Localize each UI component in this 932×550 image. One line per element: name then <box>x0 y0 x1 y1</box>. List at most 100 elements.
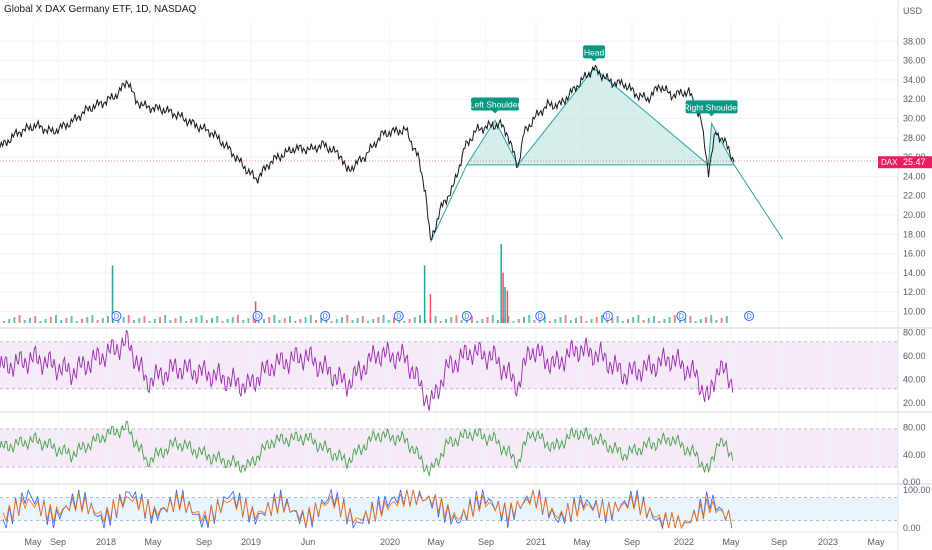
volume-spike <box>423 265 426 323</box>
y-tick-label: 30.00 <box>903 114 926 124</box>
stoch-d-line <box>2 489 733 530</box>
volume-bar <box>304 317 307 323</box>
volume-bar <box>13 317 16 323</box>
dividend-marker <box>252 311 263 321</box>
pattern-label: Head <box>584 47 605 57</box>
price-tag-bg <box>878 156 932 169</box>
x-tick-label: Sep <box>196 537 212 547</box>
volume-bar <box>642 320 645 323</box>
volume-bar <box>169 320 172 323</box>
pattern-label-pointer <box>492 110 499 114</box>
x-tick-label: May <box>867 537 885 547</box>
pattern-label-pointer <box>591 58 598 62</box>
volume-bar <box>528 315 531 323</box>
volume-bar <box>330 321 333 323</box>
dividend-marker <box>320 311 331 321</box>
volume-bar <box>632 317 635 323</box>
y-tick-label: 18.00 <box>903 229 926 239</box>
volume-bar <box>148 321 151 323</box>
volume-bar <box>382 315 385 323</box>
volume-bar <box>34 316 37 323</box>
volume-bar <box>257 321 260 323</box>
indicator-tick-label: 80.00 <box>903 423 926 433</box>
volume-bar <box>346 315 349 323</box>
x-tick-label: Sep <box>624 537 640 547</box>
volume-bar <box>86 317 89 323</box>
pattern-label: Right Shoulder <box>683 102 739 112</box>
volume-bar <box>96 320 99 323</box>
volume-bar <box>278 320 281 323</box>
x-tick-label: 2023 <box>818 537 838 547</box>
volume-spike <box>500 243 502 323</box>
volume-bar <box>133 320 135 323</box>
volume-bar <box>419 315 421 323</box>
volume-bar <box>195 317 198 323</box>
volume-bar <box>221 321 224 323</box>
volume-bar <box>653 316 655 323</box>
volume-bar <box>715 320 718 323</box>
volume-bar <box>335 319 338 323</box>
indicator-tick-label: 60.00 <box>903 351 926 361</box>
indicator-tick-label: 0.00 <box>903 477 921 487</box>
volume-bar <box>476 321 479 323</box>
x-tick-label: 2020 <box>380 537 400 547</box>
x-tick-label: May <box>573 537 591 547</box>
volume-bar <box>127 315 130 323</box>
y-tick-label: 36.00 <box>903 56 926 66</box>
volume-bar <box>226 319 229 323</box>
volume-bar <box>190 319 193 323</box>
indicator-tick-label: 40.00 <box>903 374 926 384</box>
volume-bar <box>164 315 167 323</box>
x-tick-label: 2019 <box>241 537 261 547</box>
volume-bar <box>575 318 577 323</box>
volume-bar <box>247 318 250 323</box>
volume-spike <box>506 290 509 323</box>
volume-bar <box>710 315 713 323</box>
volume-bar <box>585 321 588 323</box>
x-tick-label: May <box>722 537 740 547</box>
dividend-letter: D <box>255 314 260 321</box>
volume-bar <box>252 316 255 323</box>
volume-bar <box>439 321 442 323</box>
volume-bar <box>377 317 380 323</box>
y-tick-label: 34.00 <box>903 75 926 85</box>
volume-bar <box>49 317 52 323</box>
x-tick-label: Sep <box>50 537 66 547</box>
price-tag-value: 25.47 <box>903 157 926 167</box>
volume-bar <box>138 318 141 323</box>
pattern-label-bg <box>583 45 606 59</box>
price-tag-symbol: DAX <box>881 158 898 167</box>
pattern-area <box>466 120 518 165</box>
dividend-letter: D <box>114 314 119 321</box>
volume-bar <box>434 316 437 323</box>
volume-bar <box>143 316 146 323</box>
pane-dividers <box>0 327 932 485</box>
volume-bar <box>481 319 484 323</box>
x-tick-label: 2021 <box>526 537 546 547</box>
dividend-marker <box>111 311 122 321</box>
volume-bar <box>507 316 510 323</box>
volume-bar <box>387 320 390 323</box>
volume-bar <box>663 319 666 323</box>
volume-bar <box>637 315 640 323</box>
volume-bar <box>185 321 187 323</box>
volume-bar <box>39 321 42 323</box>
volume-bar <box>595 317 598 323</box>
dividend-letter: D <box>396 314 401 321</box>
volume-bar <box>237 315 239 323</box>
volume-bar <box>341 317 343 323</box>
volume-bar <box>512 321 515 323</box>
dividend-marker <box>535 311 546 321</box>
indicator-tick-label: 40.00 <box>903 450 926 460</box>
x-tick-label: Jun <box>301 537 316 547</box>
volume-bar <box>231 317 234 323</box>
volume-bar <box>497 320 499 323</box>
indicator-2-line <box>0 420 734 478</box>
price-series <box>0 64 735 241</box>
dividend-marker <box>602 311 613 321</box>
volume-bar <box>689 316 692 323</box>
volume-bar <box>263 319 265 323</box>
volume-bar <box>491 315 494 323</box>
pattern-label-bg <box>685 100 738 114</box>
volume-bar <box>517 319 520 323</box>
